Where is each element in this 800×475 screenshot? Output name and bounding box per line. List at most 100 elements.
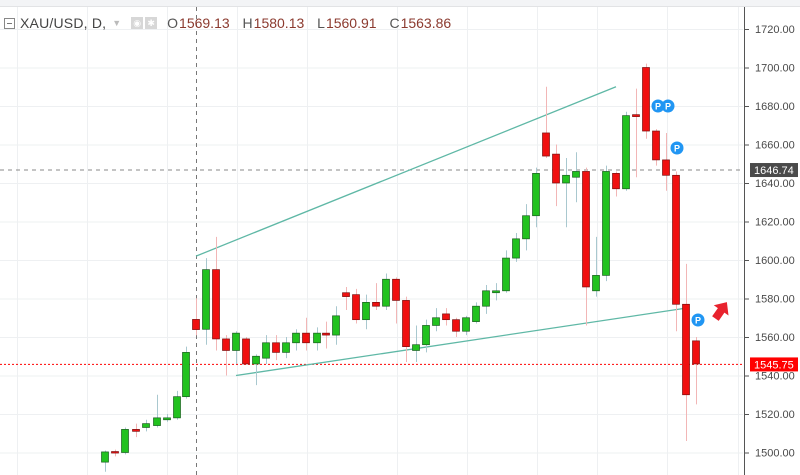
candle <box>572 152 580 203</box>
candle <box>632 88 640 178</box>
open-label: O <box>167 15 179 31</box>
candle <box>322 321 330 349</box>
candle <box>542 86 550 158</box>
price-tick-label: 1520.00 <box>755 409 795 421</box>
candle <box>362 294 370 330</box>
svg-text:P: P <box>665 102 671 112</box>
p-marker-icon[interactable]: P <box>651 99 665 113</box>
symbol-legend: XAU/USD, D, ▼ ◉ ✱ O1569.13 H1580.13 L156… <box>4 14 460 32</box>
candle <box>432 308 440 332</box>
candle <box>562 157 570 228</box>
candle <box>111 449 119 457</box>
candle <box>422 319 430 353</box>
crosshair <box>0 7 744 475</box>
candle <box>582 167 590 326</box>
candle <box>313 327 321 351</box>
candle <box>522 204 530 251</box>
svg-text:P: P <box>674 144 680 154</box>
candle <box>212 236 220 351</box>
p-marker-icon[interactable]: P <box>691 313 705 327</box>
eye-icon[interactable]: ◉ <box>131 17 144 29</box>
close-value: 1563.86 <box>400 15 452 31</box>
candle <box>272 335 280 361</box>
candle <box>482 285 490 314</box>
open-value: 1569.13 <box>179 15 230 31</box>
candle <box>442 308 450 326</box>
up-arrow-icon <box>712 302 729 321</box>
top-toolbar-edge <box>0 0 800 7</box>
price-axis[interactable]: 1720.00 1700.00 1680.00 1660.00 1640.00 1620.… <box>744 24 798 460</box>
candle <box>642 63 650 139</box>
candle <box>332 306 340 345</box>
candle <box>492 283 500 301</box>
candle <box>142 419 150 432</box>
low-label: L <box>317 15 325 31</box>
candle <box>192 298 200 336</box>
price-tick-label: 1720.00 <box>755 24 795 36</box>
price-tick-label: 1620.00 <box>755 217 795 229</box>
candle <box>402 296 410 363</box>
candle <box>502 250 510 293</box>
candle <box>662 132 670 191</box>
candle <box>602 165 610 282</box>
candle <box>682 263 690 441</box>
svg-text:1646.74: 1646.74 <box>754 165 794 177</box>
candle <box>592 236 600 297</box>
candle <box>132 423 140 438</box>
candle <box>622 111 630 191</box>
candle <box>153 394 161 428</box>
ohlc-values: O1569.13 H1580.13 L1560.91 C1563.86 <box>167 15 460 31</box>
p-markers[interactable]: P PPP <box>651 99 705 327</box>
price-tick-label: 1700.00 <box>755 63 795 75</box>
close-label: C <box>389 15 400 31</box>
lower-channel-line[interactable] <box>235 307 687 377</box>
symbol-label[interactable]: XAU/USD, D, <box>20 15 107 31</box>
grid-lines <box>0 7 744 475</box>
candle <box>612 171 620 197</box>
collapse-legend-icon[interactable] <box>4 17 15 29</box>
trendlines[interactable] <box>195 86 687 377</box>
candle <box>342 286 350 311</box>
price-tick-label: 1660.00 <box>755 140 795 152</box>
candle <box>232 331 240 364</box>
price-tick-label: 1600.00 <box>755 255 795 267</box>
candle <box>262 335 270 364</box>
high-value: 1580.13 <box>253 15 305 31</box>
svg-text:P: P <box>655 102 661 112</box>
candle <box>552 144 560 207</box>
svg-text:1545.75: 1545.75 <box>754 359 794 371</box>
low-value: 1560.91 <box>325 15 377 31</box>
p-marker-icon[interactable]: P <box>661 99 675 113</box>
candle <box>282 337 290 359</box>
last-price-label: 1545.75 <box>750 357 798 372</box>
p-marker-icon[interactable]: P <box>670 141 684 155</box>
candle <box>692 337 700 405</box>
candle <box>532 167 540 228</box>
candle <box>242 337 250 365</box>
candle <box>302 317 310 351</box>
candle <box>202 258 210 345</box>
candle <box>372 283 380 311</box>
candle <box>392 277 400 324</box>
candle <box>222 335 230 376</box>
crosshair-price-label: 1646.74 <box>750 163 798 178</box>
candle <box>382 273 390 311</box>
price-axis-bg <box>743 7 800 475</box>
candle <box>252 354 260 386</box>
candle <box>292 329 300 351</box>
chevron-down-icon[interactable]: ▼ <box>112 18 122 28</box>
candle <box>101 450 109 472</box>
price-tick-label: 1580.00 <box>755 294 795 306</box>
candle <box>182 346 190 399</box>
candle <box>352 288 360 324</box>
candle <box>472 302 480 324</box>
gear-icon[interactable]: ✱ <box>145 17 158 29</box>
svg-text:P: P <box>695 316 701 326</box>
price-tick-label: 1540.00 <box>755 371 795 383</box>
candle <box>512 233 520 262</box>
candle <box>452 317 460 337</box>
candle <box>672 171 680 332</box>
price-tick-label: 1680.00 <box>755 101 795 113</box>
price-tick-label: 1500.00 <box>755 448 795 460</box>
